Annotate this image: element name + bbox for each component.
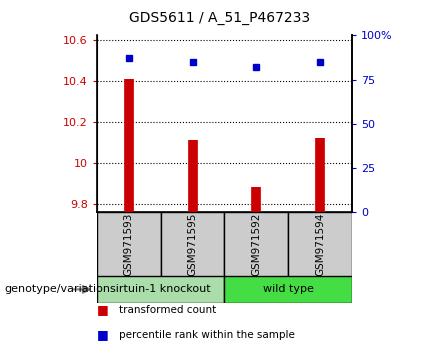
Bar: [224, 212, 288, 276]
Text: genotype/variation: genotype/variation: [4, 284, 110, 295]
Bar: [288, 212, 352, 276]
Bar: [97, 212, 161, 276]
Text: GDS5611 / A_51_P467233: GDS5611 / A_51_P467233: [129, 11, 311, 25]
Text: ■: ■: [97, 328, 109, 341]
Bar: [97, 276, 224, 303]
Text: GSM971593: GSM971593: [124, 212, 134, 276]
Text: ■: ■: [97, 303, 109, 316]
Text: GSM971594: GSM971594: [315, 212, 325, 276]
Bar: [224, 276, 352, 303]
Text: sirtuin-1 knockout: sirtuin-1 knockout: [110, 284, 211, 295]
Bar: [161, 212, 224, 276]
Text: wild type: wild type: [263, 284, 314, 295]
Text: percentile rank within the sample: percentile rank within the sample: [119, 330, 295, 339]
Text: GSM971595: GSM971595: [187, 212, 198, 276]
Text: GSM971592: GSM971592: [251, 212, 261, 276]
Text: transformed count: transformed count: [119, 305, 216, 315]
